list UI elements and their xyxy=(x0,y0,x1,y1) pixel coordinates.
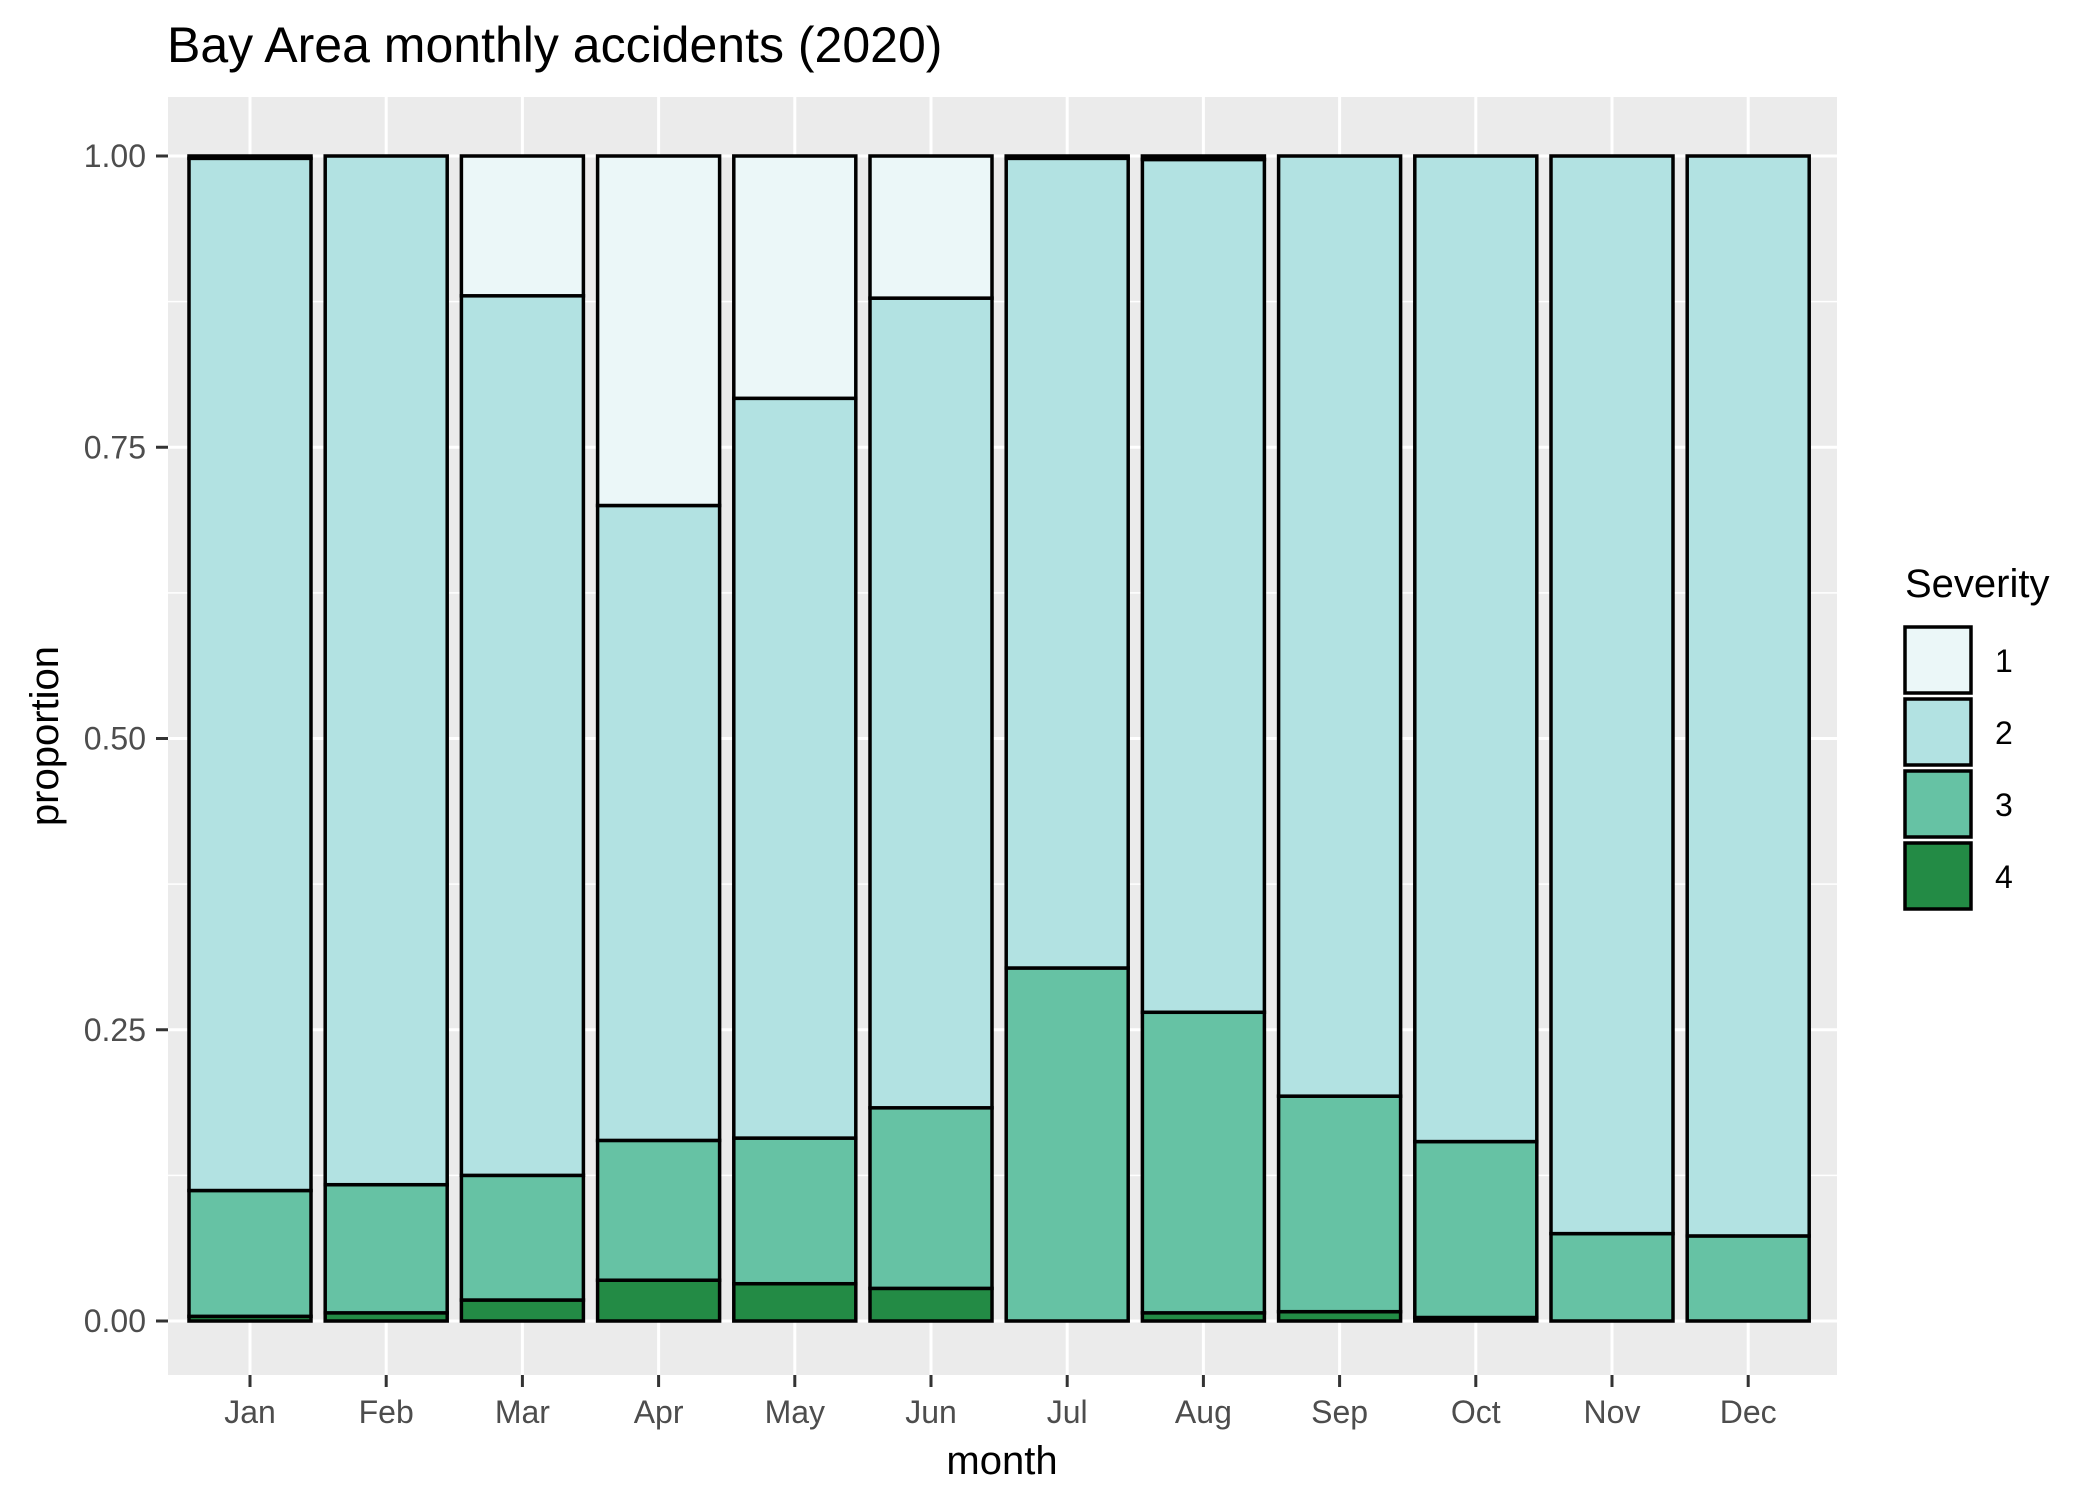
x-tick-label-apr: Apr xyxy=(634,1394,684,1430)
bar-segment-feb-severity-3 xyxy=(323,1182,449,1315)
bar-segment-aug-severity-1 xyxy=(1140,154,1267,162)
bar-segment-mar-severity-4 xyxy=(459,1298,586,1323)
bar-segment-apr-severity-1 xyxy=(595,154,722,508)
chart-title: Bay Area monthly accidents (2020) xyxy=(167,17,942,73)
x-tick-label-mar: Mar xyxy=(495,1394,550,1430)
y-axis-title: proportion xyxy=(23,646,67,826)
y-tick-label: 0.75 xyxy=(84,429,146,465)
bar-segment-apr-severity-3 xyxy=(595,1138,722,1282)
x-tick-label-sep: Sep xyxy=(1311,1394,1368,1430)
bar-segment-jun-severity-2 xyxy=(868,296,994,1110)
legend-key-severity-1 xyxy=(1903,625,1973,695)
bar-segment-may-severity-1 xyxy=(732,154,858,401)
y-tick-label: 1.00 xyxy=(84,138,146,174)
bar-segment-dec-severity-2 xyxy=(1685,154,1811,1238)
bar-segment-oct-severity-3 xyxy=(1413,1139,1539,1320)
bar-segment-feb-severity-2 xyxy=(323,154,449,1187)
bar-segment-jun-severity-1 xyxy=(868,154,994,300)
legend-title: Severity xyxy=(1905,562,2050,606)
legend-key-severity-4 xyxy=(1903,841,1973,911)
legend-label-severity-3: 3 xyxy=(1995,787,2013,823)
y-tick-label: 0.25 xyxy=(84,1012,146,1048)
bar-segment-jul-severity-3 xyxy=(1004,966,1130,1323)
bar-segment-aug-severity-2 xyxy=(1140,157,1267,1015)
bar-segment-jul-severity-2 xyxy=(1004,156,1130,970)
bar-segment-may-severity-3 xyxy=(732,1136,858,1286)
y-tick-label: 0.00 xyxy=(84,1303,146,1339)
bar-segment-may-severity-2 xyxy=(732,396,858,1140)
legend-label-severity-4: 4 xyxy=(1995,859,2013,895)
bar-segment-nov-severity-3 xyxy=(1549,1231,1675,1323)
legend-label-severity-1: 1 xyxy=(1995,643,2013,679)
x-tick-label-jan: Jan xyxy=(224,1394,276,1430)
x-tick-label-feb: Feb xyxy=(359,1394,414,1430)
bar-segment-jun-severity-3 xyxy=(868,1106,994,1291)
bar-segment-may-severity-4 xyxy=(732,1281,858,1323)
bar-segment-nov-severity-2 xyxy=(1549,154,1675,1236)
bar-segment-mar-severity-3 xyxy=(459,1173,586,1302)
bars xyxy=(187,154,1811,1323)
x-tick-label-nov: Nov xyxy=(1584,1394,1641,1430)
x-axis-title: month xyxy=(946,1439,1057,1483)
y-axis: 0.00 0.25 0.50 0.75 1.00 xyxy=(84,138,168,1339)
bar-segment-jun-severity-4 xyxy=(868,1286,994,1323)
x-tick-label-dec: Dec xyxy=(1720,1394,1777,1430)
bar-segment-oct-severity-2 xyxy=(1413,154,1539,1144)
x-tick-label-oct: Oct xyxy=(1451,1394,1501,1430)
bar-segment-sep-severity-3 xyxy=(1276,1094,1403,1314)
x-tick-label-may: May xyxy=(765,1394,825,1430)
bar-segment-dec-severity-3 xyxy=(1685,1234,1811,1323)
x-tick-label-jun: Jun xyxy=(905,1394,957,1430)
bar-segment-apr-severity-4 xyxy=(595,1278,722,1323)
x-axis: Jan Feb Mar Apr May Jun Jul Aug Sep Oct Nov Dec xyxy=(224,1375,1777,1430)
bar-segment-jan-severity-2 xyxy=(187,156,313,1193)
bar-segment-jan-severity-3 xyxy=(187,1188,313,1319)
x-tick-label-jul: Jul xyxy=(1047,1394,1088,1430)
bar-segment-jan-severity-1 xyxy=(187,154,313,161)
bar-segment-mar-severity-1 xyxy=(459,154,586,298)
legend-key-severity-2 xyxy=(1903,697,1973,767)
bar-segment-sep-severity-2 xyxy=(1276,154,1403,1098)
legend: Severity 1 2 3 4 xyxy=(1903,562,2050,911)
x-tick-label-aug: Aug xyxy=(1175,1394,1232,1430)
bar-segment-mar-severity-2 xyxy=(459,294,586,1178)
bar-segment-jul-severity-1 xyxy=(1004,154,1130,161)
y-tick-label: 0.50 xyxy=(84,721,146,757)
legend-label-severity-2: 2 xyxy=(1995,715,2013,751)
legend-key-severity-3 xyxy=(1903,769,1973,839)
bar-segment-apr-severity-2 xyxy=(595,503,722,1143)
bar-segment-aug-severity-3 xyxy=(1140,1010,1267,1315)
